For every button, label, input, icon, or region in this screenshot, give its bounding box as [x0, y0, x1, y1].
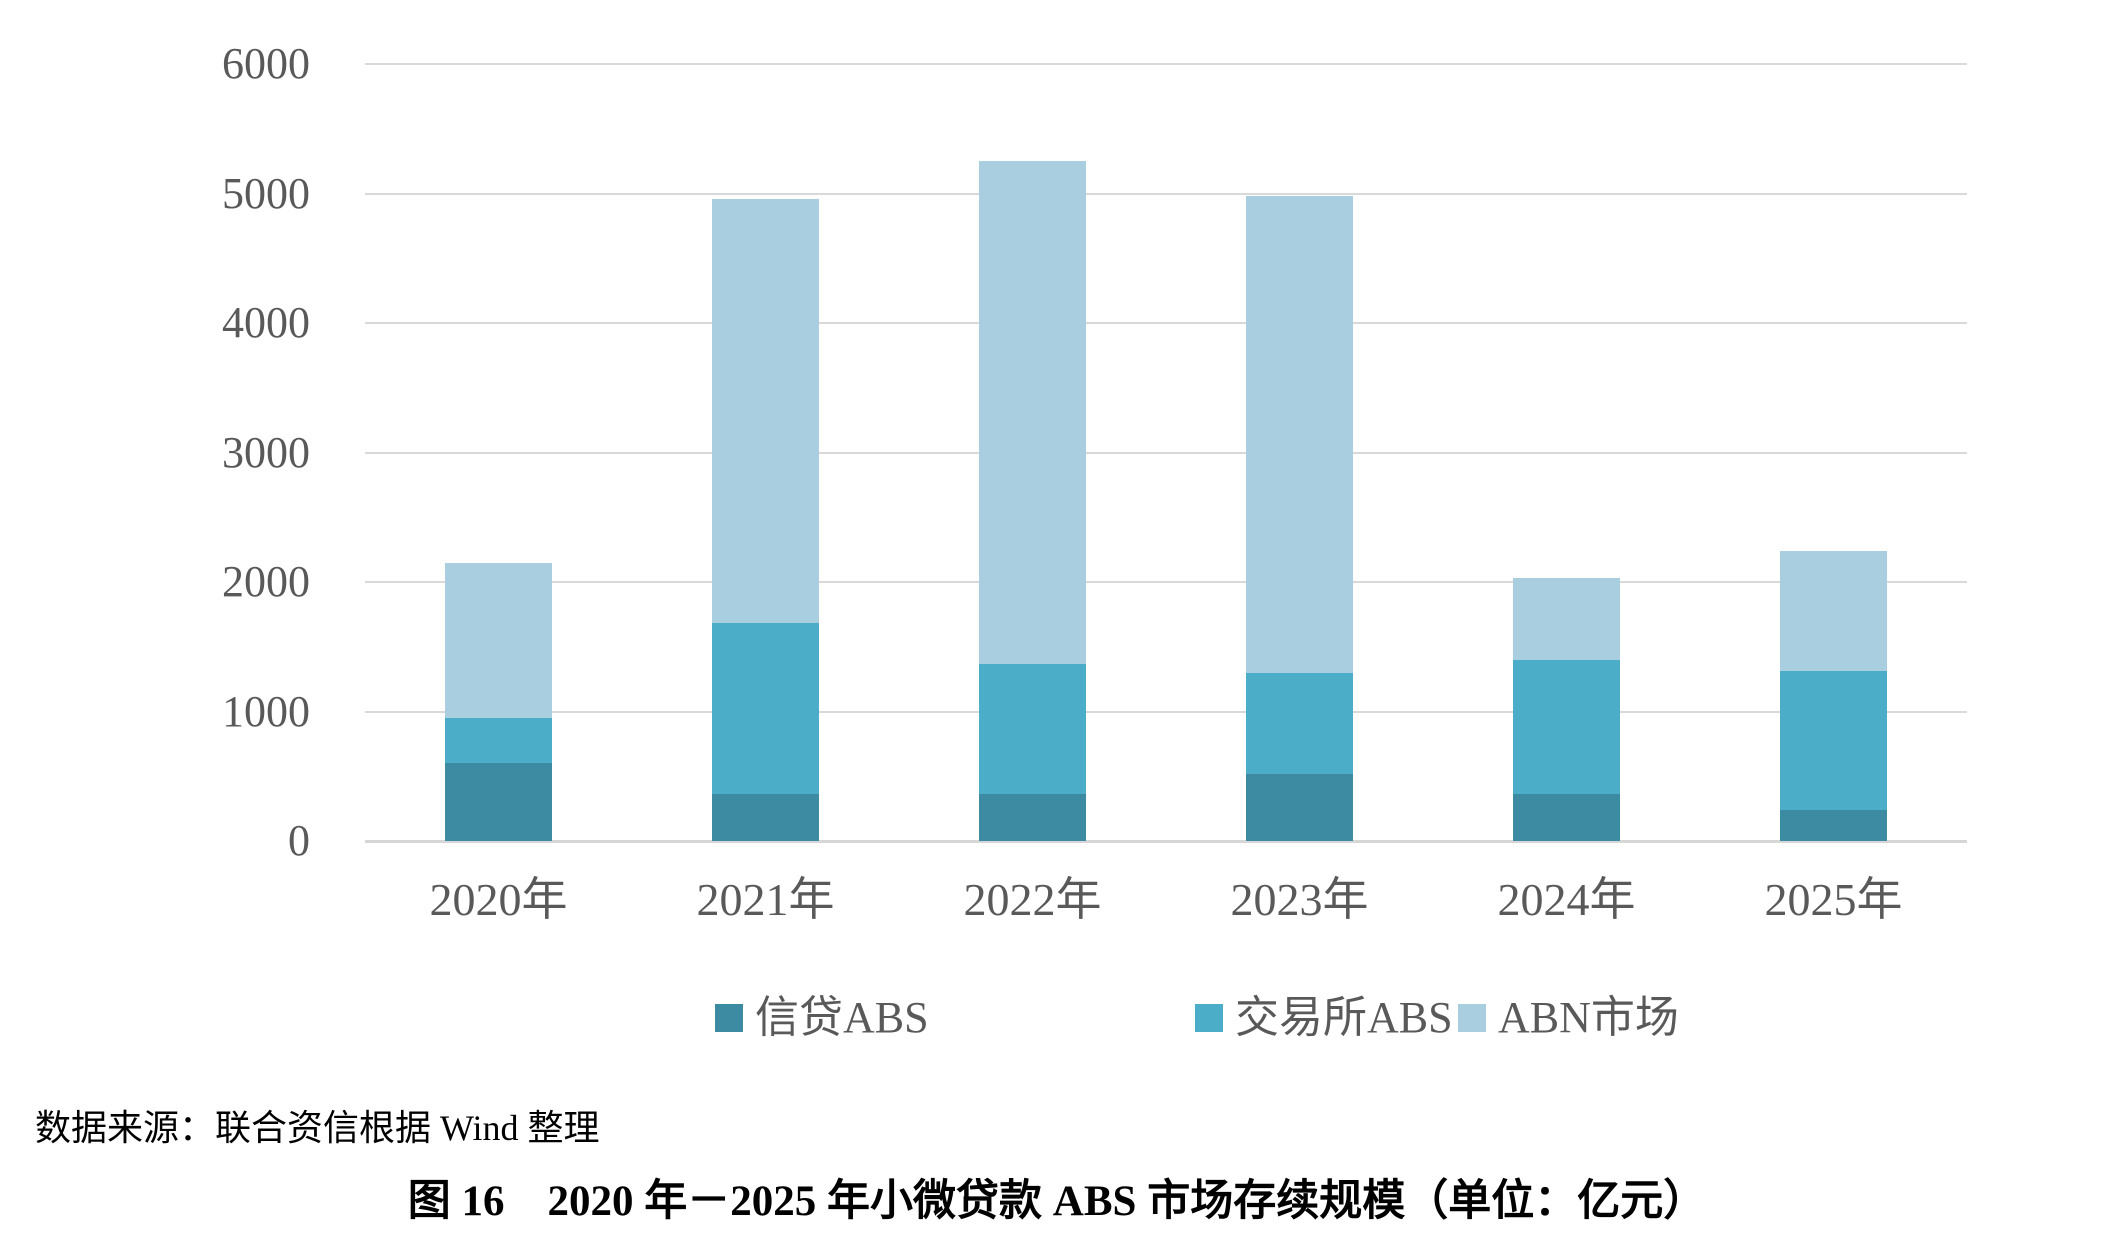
- bar-2021-series-2: [712, 198, 819, 624]
- gridline-5000: [365, 192, 1967, 195]
- gridline-0: [365, 840, 1967, 843]
- legend-label-0: 信贷ABS: [755, 993, 929, 1042]
- data-source-note: 数据来源：联合资信根据 Wind 整理: [35, 1108, 600, 1148]
- bar-2021-series-1: [712, 623, 819, 795]
- gridline-1000: [365, 710, 1967, 713]
- bar-2023-series-1: [1246, 672, 1353, 774]
- legend-item-0: 信贷ABS: [715, 990, 929, 1046]
- bar-2025-series-1: [1780, 671, 1887, 810]
- x-axis-tick-2024: 2024年: [1497, 874, 1636, 925]
- y-axis-tick-0: 0: [288, 816, 310, 865]
- chart-plot-area: [365, 63, 1967, 843]
- y-axis-tick-3000: 3000: [222, 427, 310, 477]
- gridline-2000: [365, 581, 1967, 583]
- bar-2025-series-0: [1780, 809, 1887, 841]
- bar-2025-series-2: [1780, 550, 1887, 672]
- bar-2024-series-1: [1513, 659, 1620, 795]
- gridline-4000: [365, 322, 1967, 324]
- x-axis-tick-2025: 2025年: [1764, 874, 1903, 925]
- bar-2020-series-0: [445, 763, 552, 841]
- gridline-6000: [365, 63, 1967, 65]
- bar-2023-series-0: [1246, 773, 1353, 841]
- y-axis-tick-5000: 5000: [222, 168, 310, 218]
- bar-2021-series-0: [712, 794, 819, 841]
- bar-2020-series-2: [445, 562, 552, 718]
- figure-caption: 图 16 2020 年－2025 年小微贷款 ABS 市场存续规模（单位：亿元）: [407, 1178, 1707, 1225]
- x-axis-tick-2021: 2021年: [696, 874, 835, 925]
- y-axis-tick-4000: 4000: [222, 298, 310, 347]
- y-axis-tick-1000: 1000: [222, 686, 310, 736]
- legend-marker-0: [715, 1004, 743, 1032]
- x-axis-tick-2020: 2020年: [429, 874, 568, 925]
- x-axis-tick-2022: 2022年: [963, 874, 1102, 925]
- bar-2024-series-2: [1513, 578, 1620, 660]
- bar-2024-series-0: [1513, 794, 1620, 841]
- gridline-3000: [365, 451, 1967, 454]
- legend-marker-2: [1458, 1004, 1486, 1032]
- bar-2022-series-0: [979, 794, 1086, 841]
- legend-label-2: ABN市场: [1498, 993, 1679, 1042]
- bar-2020-series-1: [445, 718, 552, 764]
- y-axis-tick-6000: 6000: [222, 39, 310, 88]
- y-axis-tick-2000: 2000: [222, 557, 310, 606]
- legend-marker-1: [1195, 1004, 1223, 1032]
- x-axis-tick-2023: 2023年: [1230, 874, 1369, 925]
- legend-label-1: 交易所ABS: [1235, 993, 1453, 1042]
- legend-item-2: ABN市场: [1458, 990, 1679, 1046]
- bar-2023-series-2: [1246, 196, 1353, 673]
- bar-2022-series-1: [979, 663, 1086, 795]
- bar-2022-series-2: [979, 161, 1086, 664]
- legend-item-1: 交易所ABS: [1195, 990, 1453, 1046]
